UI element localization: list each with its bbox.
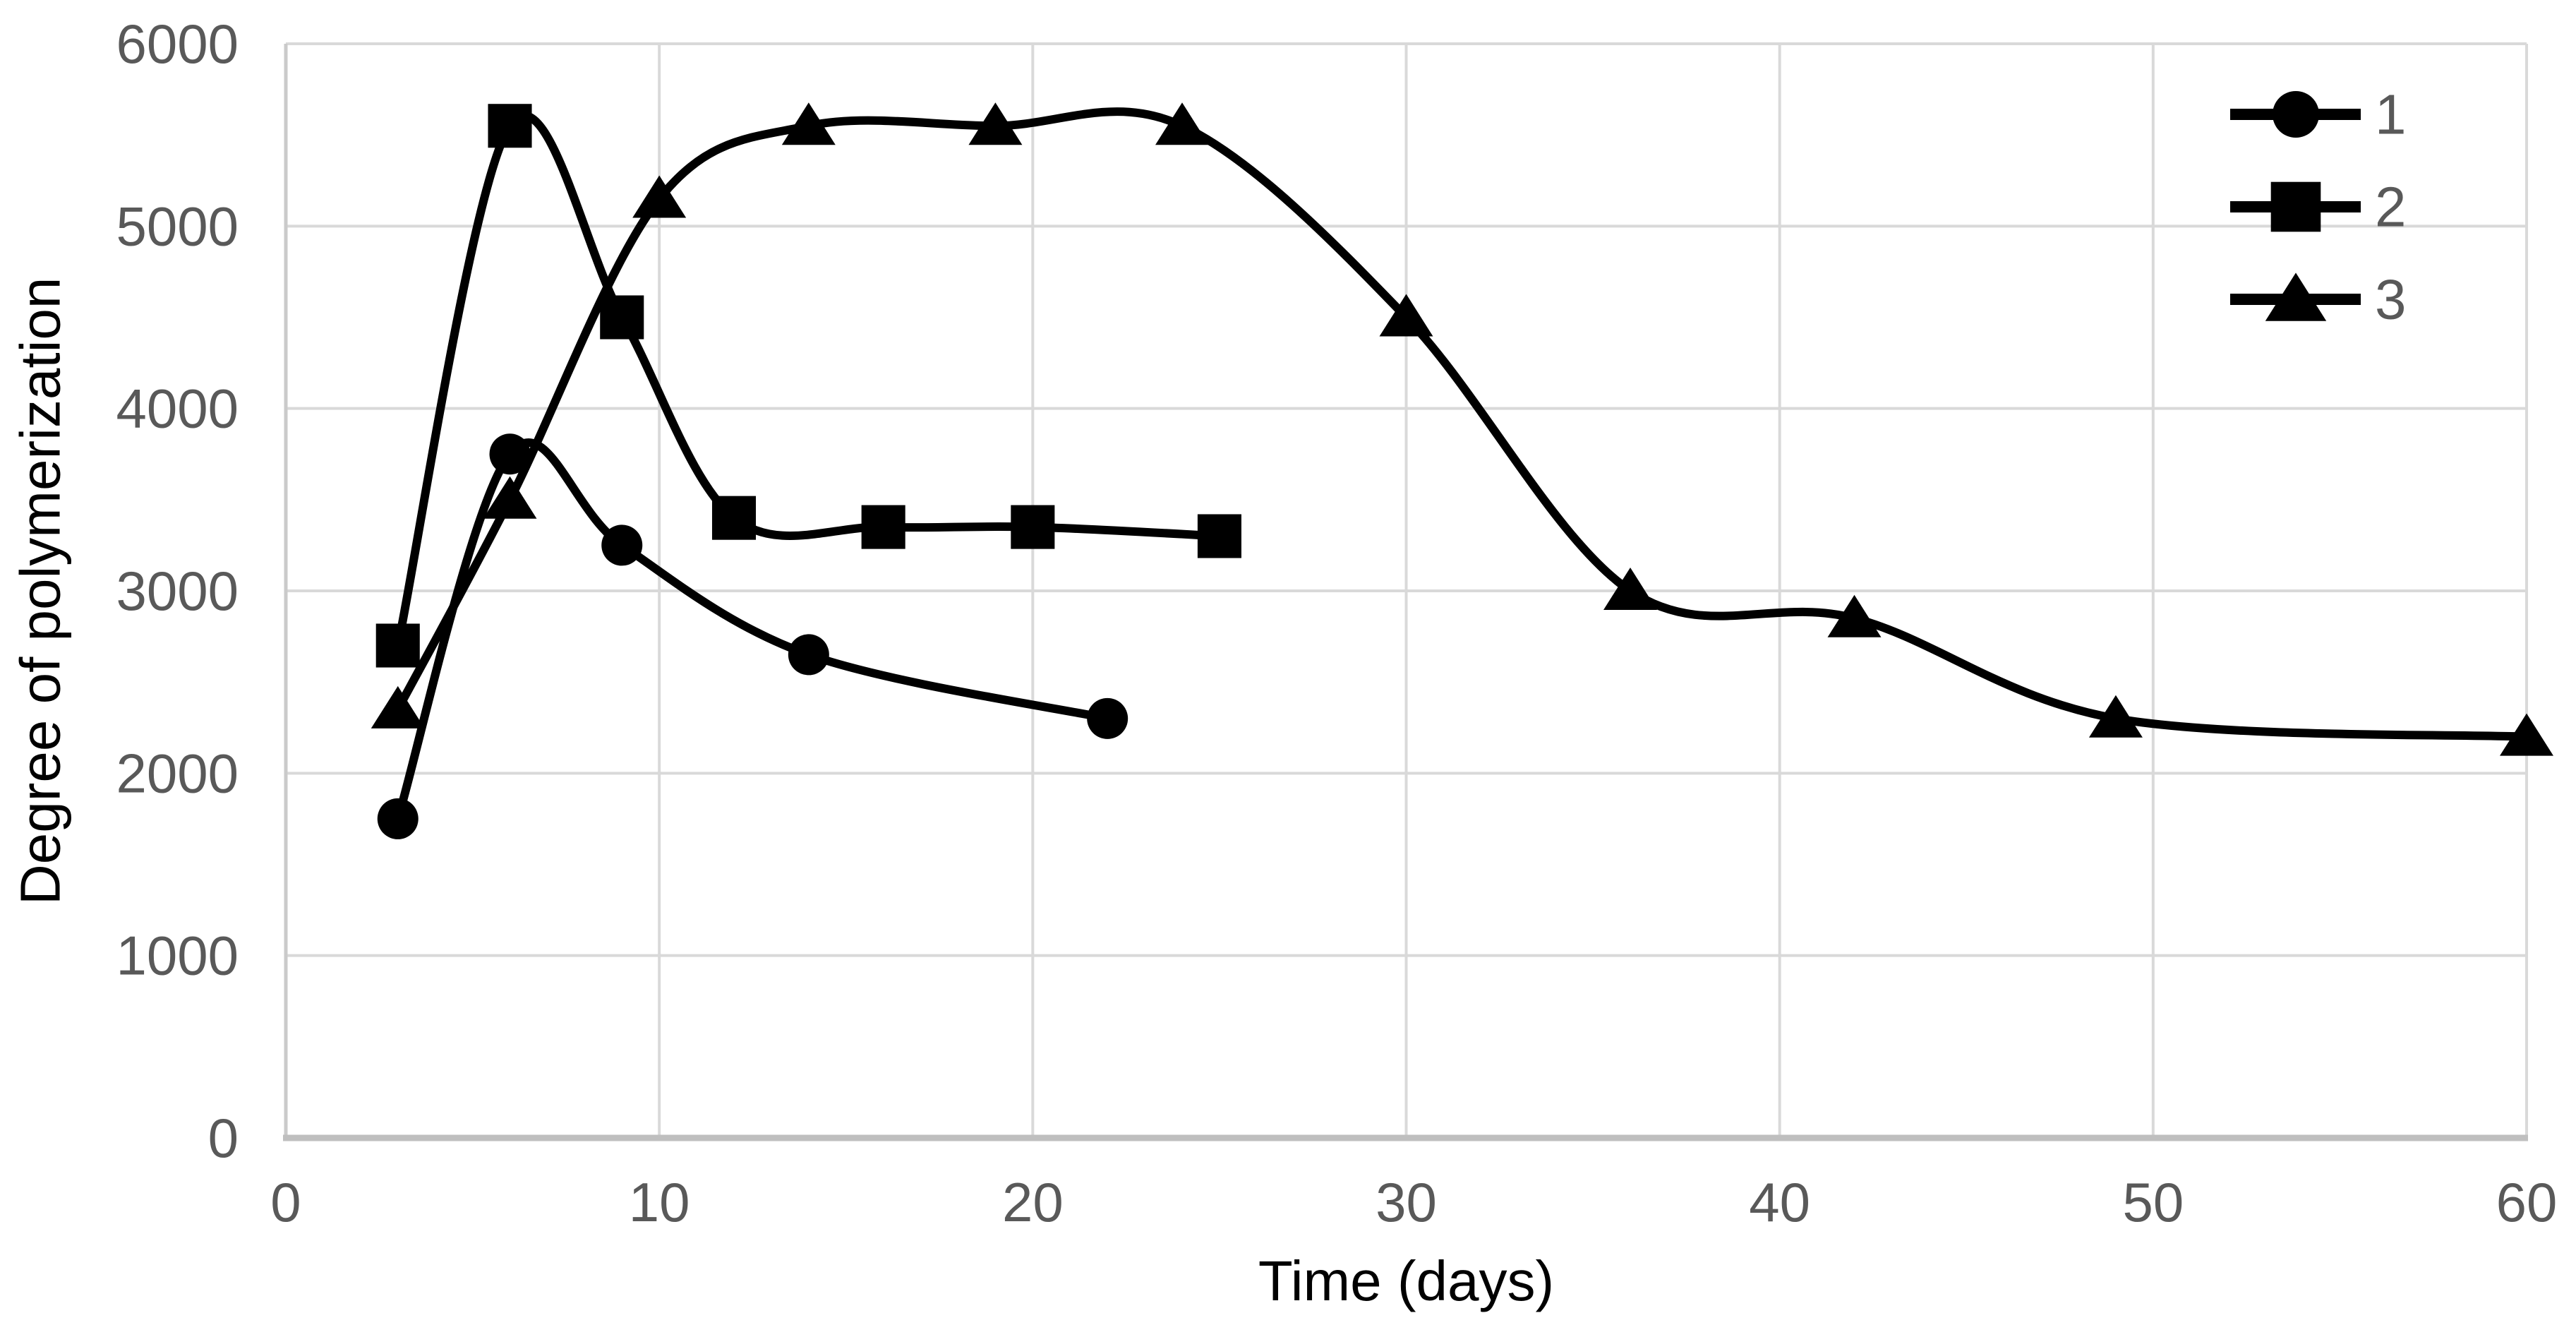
series-3-marker <box>1379 294 1433 337</box>
series-2-marker <box>1011 505 1055 549</box>
x-tick-label: 40 <box>1749 1171 1810 1233</box>
series-2-marker <box>861 505 905 549</box>
y-tick-label: 0 <box>208 1107 239 1169</box>
series-3-line <box>393 107 2531 741</box>
x-axis-title: Time (days) <box>1258 1249 1555 1312</box>
y-tick-label: 2000 <box>116 742 239 804</box>
series-2-marker <box>375 623 420 668</box>
y-tick-label: 1000 <box>116 925 239 987</box>
legend: 1 2 3 <box>2230 83 2407 331</box>
y-tick-labels: 0 1000 2000 3000 4000 5000 6000 <box>116 13 239 1169</box>
series-2-marker <box>600 295 644 340</box>
series-2-marker <box>488 104 532 148</box>
series-2-marker <box>1197 514 1241 558</box>
x-tick-label: 50 <box>2122 1171 2184 1233</box>
y-tick-label: 6000 <box>116 13 239 75</box>
legend-item-2: 2 <box>2230 176 2407 239</box>
series-1-marker <box>601 524 643 566</box>
series-1-marker <box>1087 697 1128 739</box>
series-3-marker <box>2500 713 2553 756</box>
series-3-marker <box>2088 695 2143 738</box>
legend-triangle-marker <box>2265 272 2327 321</box>
series-2-marker <box>711 496 757 540</box>
legend-square-marker <box>2270 181 2321 232</box>
legend-circle-marker <box>2273 91 2319 138</box>
x-tick-label: 60 <box>2496 1171 2558 1233</box>
x-tick-label: 0 <box>270 1171 301 1233</box>
legend-item-1: 1 <box>2230 83 2407 146</box>
legend-item-3: 3 <box>2230 268 2407 331</box>
series-3-marker <box>1603 567 1657 610</box>
legend-label: 2 <box>2375 176 2407 239</box>
series-3-marker <box>371 685 425 729</box>
series-1 <box>377 433 1128 839</box>
series-3-marker <box>1155 102 1209 145</box>
series-1-marker <box>788 634 829 676</box>
series-3-marker <box>632 175 687 218</box>
x-tick-label: 30 <box>1376 1171 1437 1233</box>
y-axis-title: Degree of polymerization <box>8 277 72 905</box>
series-3 <box>371 102 2553 756</box>
x-tick-label: 20 <box>1002 1171 1064 1233</box>
series-3-marker <box>1827 594 1882 637</box>
series-3-marker <box>781 102 836 145</box>
y-tick-label: 5000 <box>116 195 239 257</box>
series-3-marker <box>968 102 1023 145</box>
series-2 <box>375 104 1241 668</box>
legend-label: 1 <box>2375 83 2407 146</box>
series-1-marker <box>489 433 531 475</box>
series-3-marker <box>483 476 537 519</box>
series-1-marker <box>377 798 419 839</box>
x-tick-labels: 0 10 20 30 40 50 60 <box>270 1171 2557 1233</box>
series-2-line <box>393 112 1224 650</box>
x-tick-label: 10 <box>629 1171 690 1233</box>
y-tick-label: 3000 <box>116 560 239 622</box>
legend-label: 3 <box>2375 268 2407 331</box>
v-gridlines <box>658 44 2528 1138</box>
y-tick-label: 4000 <box>116 378 239 440</box>
